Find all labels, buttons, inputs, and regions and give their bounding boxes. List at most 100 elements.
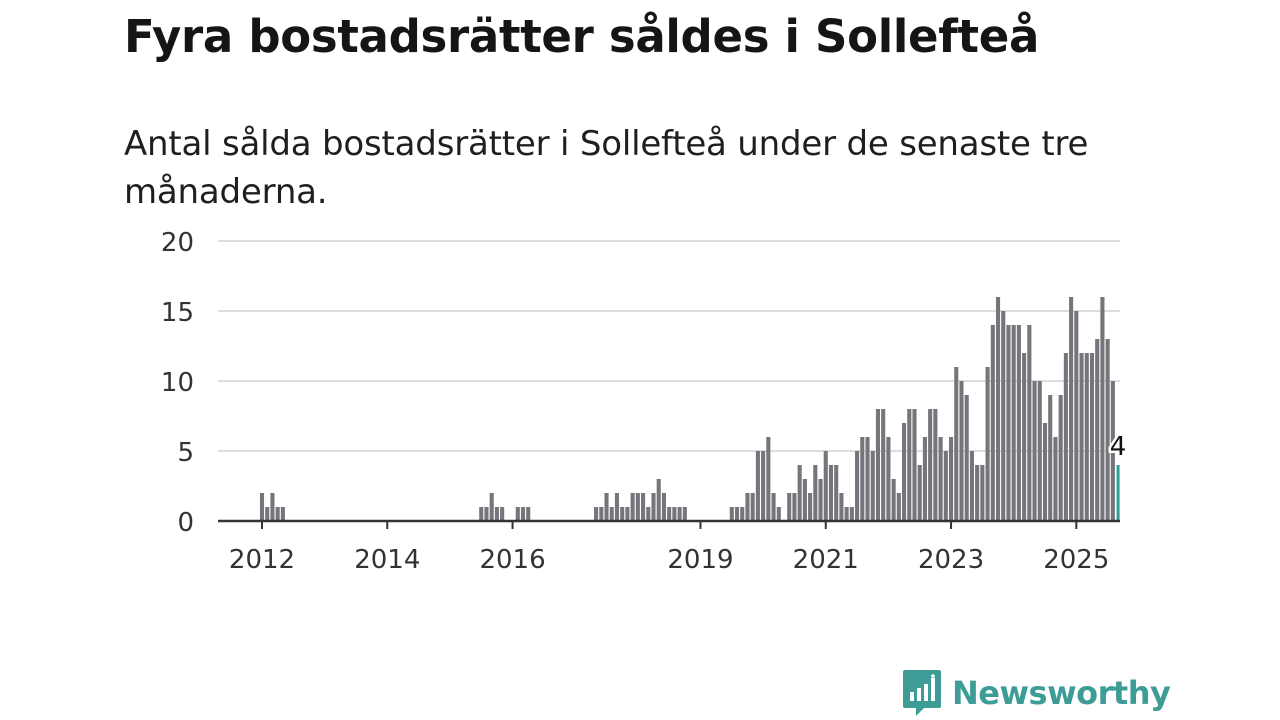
bar (886, 437, 891, 521)
y-axis-ticks: 0 5 10 15 20 (161, 228, 194, 538)
bar (494, 507, 499, 521)
bar (870, 451, 875, 521)
bar (797, 465, 802, 521)
bar (500, 507, 505, 521)
newsworthy-logo-icon (903, 670, 941, 716)
bar (280, 507, 285, 521)
bar (975, 465, 980, 521)
bar (646, 507, 651, 521)
bar (928, 409, 933, 521)
bar (750, 493, 755, 521)
bar (620, 507, 625, 521)
bar (1048, 395, 1053, 521)
bar (635, 493, 640, 521)
bar (1100, 297, 1105, 521)
bar (792, 493, 797, 521)
bar (1095, 339, 1100, 521)
bar (489, 493, 494, 521)
bar (855, 451, 860, 521)
bar (834, 465, 839, 521)
bar (1063, 353, 1068, 521)
bar (896, 493, 901, 521)
bar (787, 493, 792, 521)
bar (1105, 339, 1110, 521)
bar (614, 493, 620, 521)
bar (881, 409, 886, 521)
bar (948, 437, 954, 521)
bar (1053, 437, 1058, 521)
bar (270, 493, 275, 521)
x-tick-label: 2025 (1043, 545, 1109, 575)
bar (902, 423, 907, 521)
bar (818, 479, 823, 521)
bar (682, 507, 687, 521)
bar (912, 409, 917, 521)
bar (860, 437, 865, 521)
x-tick-label: 2014 (354, 545, 420, 575)
bar (839, 493, 844, 521)
bar (734, 507, 740, 521)
brand-logo: Newsworthy (902, 668, 1171, 718)
bar (1110, 381, 1115, 521)
y-tick-label: 20 (161, 228, 194, 258)
y-tick-label: 15 (161, 298, 194, 328)
x-tick-label: 2023 (918, 545, 984, 575)
bar (761, 451, 766, 521)
bar (259, 493, 265, 521)
y-tick-label: 0 (177, 508, 194, 538)
bar (526, 507, 531, 521)
bar (755, 451, 760, 521)
bar (479, 507, 484, 521)
bar (1069, 297, 1074, 521)
x-tick-label: 2012 (229, 545, 295, 575)
bar (1011, 325, 1016, 521)
bar (1006, 325, 1011, 521)
bar (641, 493, 646, 521)
bar (1032, 381, 1037, 521)
bar (969, 451, 974, 521)
bar (802, 479, 807, 521)
bar (875, 409, 881, 521)
bar (964, 395, 969, 521)
bar (943, 451, 948, 521)
bar (1084, 353, 1089, 521)
bar (808, 493, 813, 521)
bar (677, 507, 682, 521)
bar (1027, 325, 1032, 521)
bar (922, 437, 927, 521)
bar (959, 381, 964, 521)
bar (995, 297, 1001, 521)
bar (907, 409, 912, 521)
bar (1058, 395, 1063, 521)
bar (849, 507, 854, 521)
bar (1037, 381, 1042, 521)
bar (661, 493, 666, 521)
bar (823, 451, 828, 521)
y-tick-label: 10 (161, 368, 194, 398)
bar (891, 479, 896, 521)
bar (484, 507, 489, 521)
bar (1001, 311, 1006, 521)
x-tick-label: 2019 (667, 545, 733, 575)
bar (828, 465, 834, 521)
bar (1089, 353, 1095, 521)
bar (515, 507, 520, 521)
bar (938, 437, 943, 521)
bar (990, 325, 995, 521)
bar (954, 367, 959, 521)
bar (672, 507, 677, 521)
bar (275, 507, 280, 521)
bar (609, 507, 614, 521)
data-label-last: 4 (1110, 432, 1127, 462)
bar (1016, 325, 1021, 521)
bar (980, 465, 985, 521)
data-labels: 4 (1107, 430, 1129, 465)
brand-name: Newsworthy (952, 674, 1171, 712)
y-tick-label: 5 (177, 438, 194, 468)
gridlines (218, 240, 1120, 452)
chart-subtitle: Antal sålda bostadsrätter i Sollefteå un… (124, 124, 1089, 212)
bar (745, 493, 750, 521)
bar (1074, 311, 1079, 521)
bar (604, 493, 609, 521)
